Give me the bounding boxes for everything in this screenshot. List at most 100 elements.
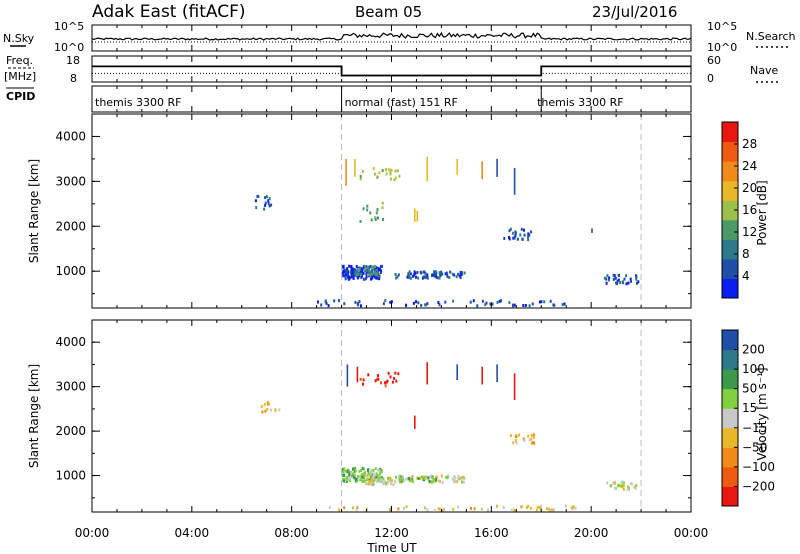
data-point bbox=[356, 270, 358, 274]
colorbar-tick-label: 20 bbox=[742, 181, 757, 195]
data-point bbox=[394, 480, 397, 484]
data-point bbox=[424, 276, 427, 279]
data-point bbox=[257, 194, 260, 198]
data-point bbox=[264, 409, 267, 413]
data-point bbox=[539, 506, 541, 509]
data-point bbox=[513, 508, 516, 512]
data-point bbox=[623, 277, 626, 281]
velocity-colorbar: 200 100 50 15 −15 −50 −100 −200 bbox=[721, 329, 775, 507]
data-point bbox=[391, 479, 394, 483]
data-point bbox=[355, 507, 358, 511]
data-point bbox=[362, 467, 365, 471]
data-point bbox=[378, 469, 381, 473]
data-point bbox=[636, 281, 638, 285]
data-point bbox=[376, 269, 379, 273]
data-point bbox=[619, 281, 622, 284]
data-point bbox=[457, 505, 460, 509]
data-point bbox=[634, 486, 637, 490]
data-point bbox=[342, 274, 345, 278]
colorbar-cell bbox=[722, 258, 738, 279]
colorbar-tick-label: −15 bbox=[742, 421, 767, 435]
data-point bbox=[354, 272, 357, 276]
data-point bbox=[540, 300, 543, 304]
data-point bbox=[346, 470, 349, 473]
data-point bbox=[510, 508, 513, 512]
data-point bbox=[382, 218, 384, 221]
data-point bbox=[343, 268, 346, 272]
nave-tick-bottom: 0 bbox=[707, 72, 714, 85]
data-point bbox=[453, 273, 456, 277]
data-point bbox=[551, 508, 554, 512]
data-point bbox=[431, 481, 434, 484]
data-point bbox=[356, 506, 359, 510]
data-point bbox=[459, 477, 462, 481]
data-point bbox=[520, 505, 523, 509]
data-point bbox=[473, 507, 476, 511]
colorbar-cell bbox=[722, 408, 738, 429]
data-streak bbox=[426, 156, 428, 182]
y-tick-label: 4000 bbox=[55, 335, 86, 349]
data-point bbox=[496, 300, 499, 304]
data-point bbox=[362, 382, 364, 386]
data-point bbox=[515, 435, 518, 439]
data-point bbox=[359, 177, 362, 181]
data-point bbox=[353, 270, 356, 273]
data-point bbox=[344, 270, 347, 274]
data-point bbox=[267, 402, 269, 406]
x-tick-label: 04:00 bbox=[175, 526, 210, 540]
data-point bbox=[603, 276, 606, 280]
data-point bbox=[614, 276, 617, 280]
velocity-colorbar-label: Velocity [m s⁻¹] bbox=[755, 367, 769, 460]
data-point bbox=[343, 474, 346, 477]
data-point bbox=[346, 267, 349, 271]
data-point bbox=[447, 474, 450, 478]
data-point bbox=[384, 299, 387, 302]
nave-label: Nave bbox=[750, 64, 778, 77]
data-point bbox=[446, 274, 449, 278]
data-point bbox=[263, 207, 266, 211]
data-point bbox=[372, 469, 375, 472]
colorbar-tick-label: 200 bbox=[742, 343, 765, 357]
data-point bbox=[347, 275, 350, 279]
x-tick-label: 00:00 bbox=[75, 526, 110, 540]
data-point bbox=[487, 508, 489, 512]
data-point bbox=[523, 228, 525, 232]
data-streak bbox=[426, 362, 428, 385]
data-point bbox=[410, 272, 412, 276]
data-point bbox=[509, 227, 512, 231]
data-point bbox=[481, 299, 484, 303]
data-point bbox=[416, 476, 419, 480]
data-point bbox=[438, 271, 441, 275]
data-point bbox=[444, 300, 447, 304]
data-point bbox=[626, 487, 629, 491]
data-point bbox=[369, 479, 372, 483]
data-point bbox=[375, 211, 378, 215]
data-point bbox=[570, 506, 573, 510]
data-point bbox=[454, 476, 457, 480]
data-point bbox=[425, 475, 428, 479]
data-point bbox=[390, 169, 393, 173]
data-point bbox=[445, 475, 448, 479]
data-point bbox=[572, 505, 575, 508]
data-point bbox=[436, 475, 438, 479]
nsky-tick-top: 10^5 bbox=[54, 20, 84, 33]
data-point bbox=[514, 230, 517, 234]
data-point bbox=[377, 476, 380, 480]
data-point bbox=[341, 467, 344, 471]
data-point bbox=[370, 265, 373, 269]
data-point bbox=[350, 274, 353, 278]
data-point bbox=[278, 408, 281, 412]
data-point bbox=[614, 486, 617, 490]
data-point bbox=[364, 277, 367, 281]
data-point bbox=[264, 203, 267, 207]
data-point bbox=[388, 476, 391, 480]
data-point bbox=[516, 237, 519, 241]
data-point bbox=[348, 264, 351, 268]
data-point bbox=[364, 269, 367, 273]
y-tick-label: 1000 bbox=[55, 469, 86, 483]
data-point bbox=[390, 177, 393, 181]
data-point bbox=[345, 269, 348, 273]
data-point bbox=[531, 302, 534, 306]
data-point bbox=[358, 270, 361, 274]
data-point bbox=[367, 482, 370, 486]
